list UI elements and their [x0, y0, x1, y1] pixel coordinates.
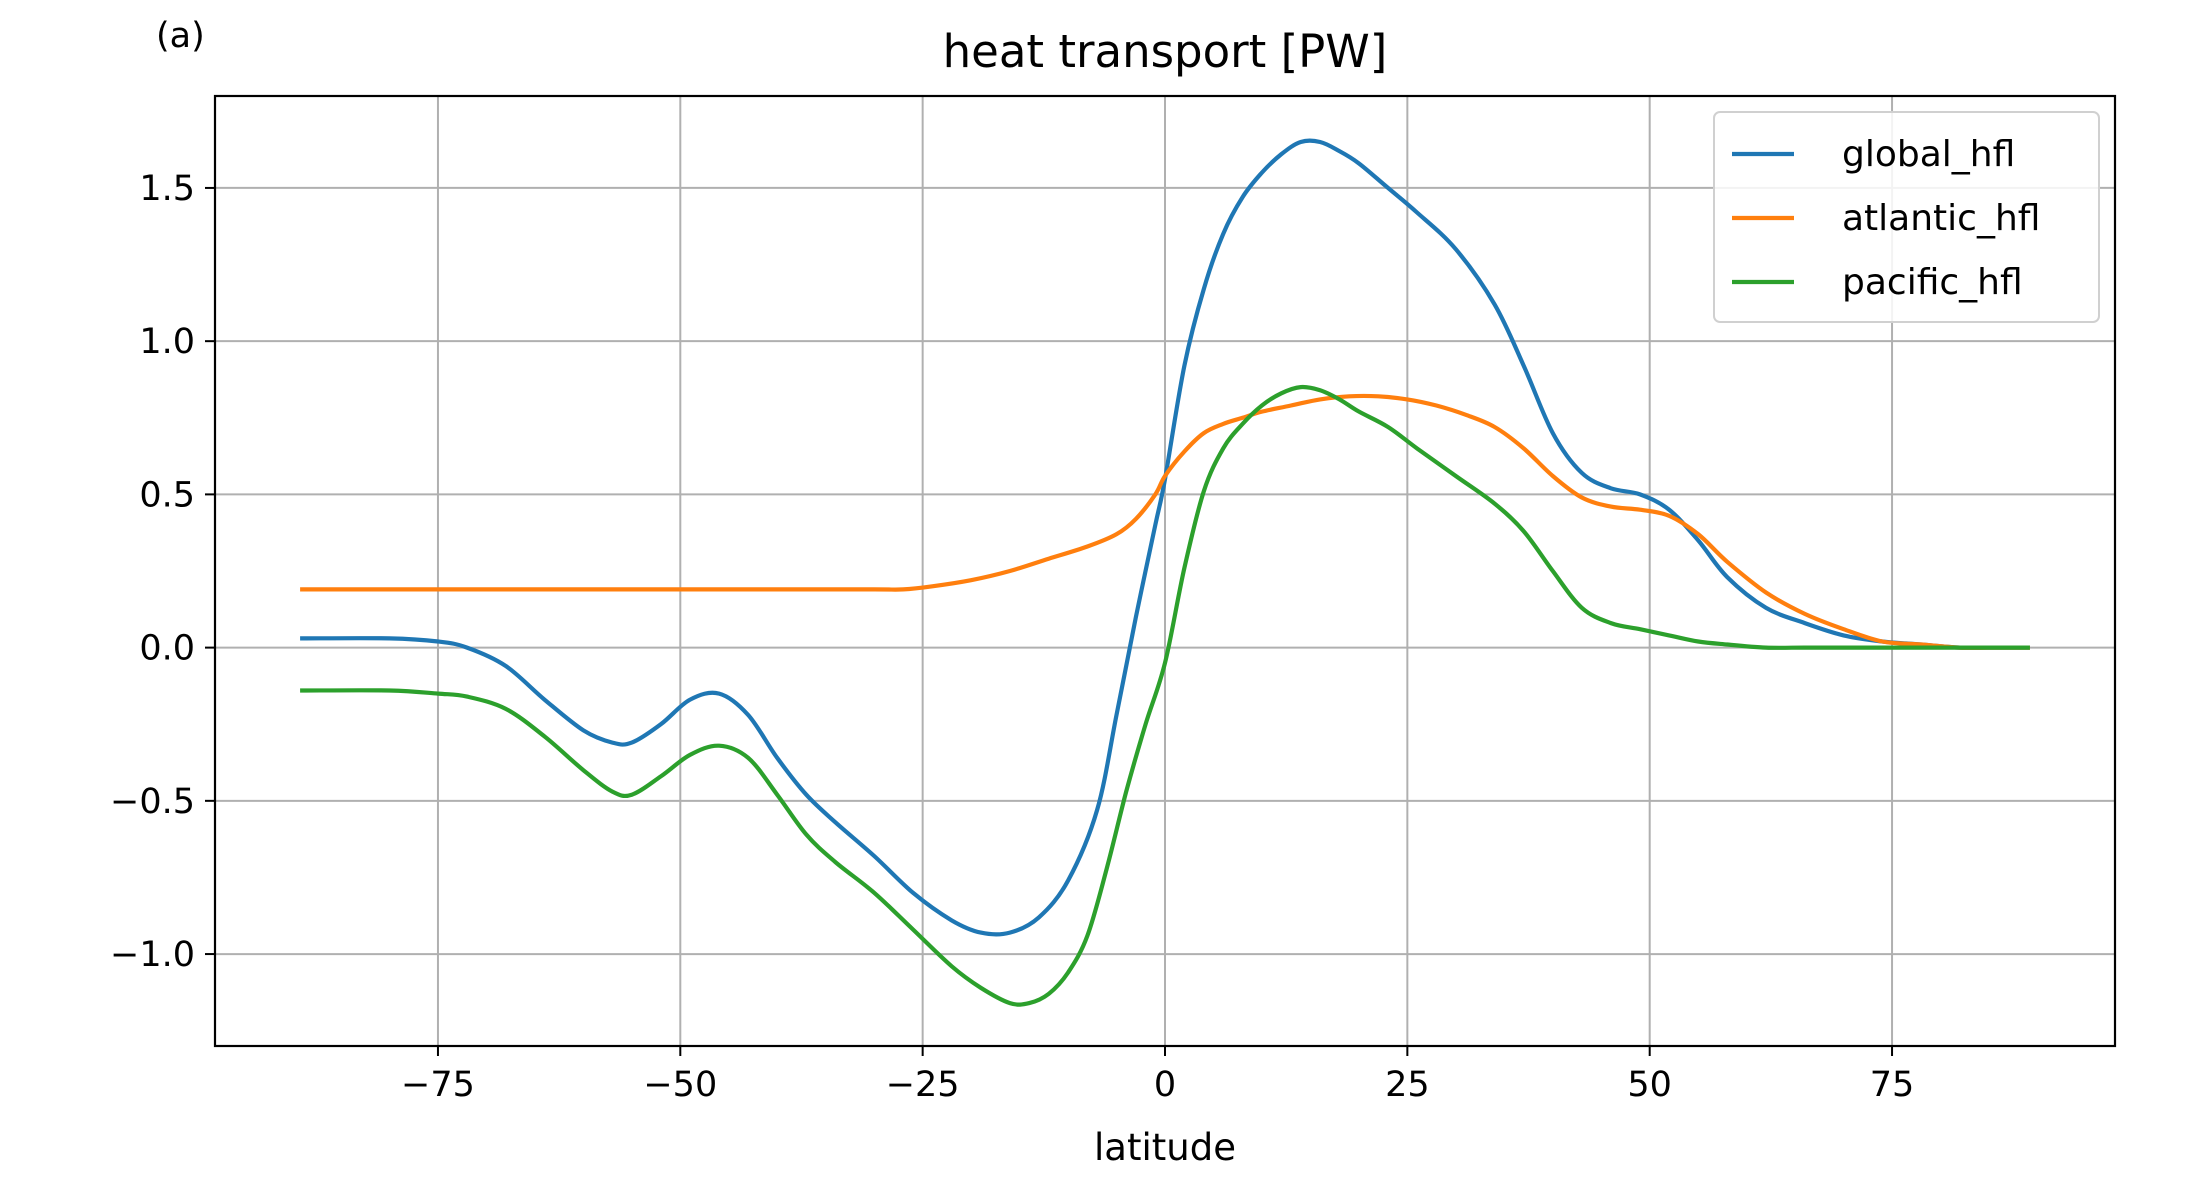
x-tick-label: 25: [1385, 1065, 1430, 1105]
panel-label: (a): [156, 16, 205, 56]
y-tick-label: −0.5: [110, 782, 195, 822]
y-axis: −1.0 −0.5 0.0 0.5 1.0 1.5: [110, 169, 215, 975]
x-tick-label: 50: [1627, 1065, 1672, 1105]
legend: global_hfl atlantic_hfl pacific_hfl: [1713, 111, 2100, 323]
x-tick-label: 75: [1870, 1065, 1915, 1105]
x-tick-label: −75: [401, 1065, 475, 1105]
x-tick-label: −50: [643, 1065, 717, 1105]
x-tick-label: −25: [886, 1065, 960, 1105]
series-line-global-hfl: [300, 138, 2030, 937]
y-tick-label: 1.5: [139, 169, 195, 209]
series-line-pacific-hfl: [300, 384, 2030, 1007]
chart-title: heat transport [PW]: [943, 25, 1388, 78]
legend-label: pacific_hfl: [1842, 262, 2023, 303]
x-tick-label: 0: [1154, 1065, 1176, 1105]
y-tick-label: 1.0: [139, 322, 195, 362]
series-lines: [300, 138, 2030, 1007]
series-line-atlantic-hfl: [300, 393, 2030, 650]
y-tick-label: 0.5: [139, 475, 195, 515]
x-axis-label: latitude: [1094, 1126, 1236, 1169]
y-tick-label: 0.0: [139, 629, 195, 669]
y-tick-label: −1.0: [110, 935, 195, 975]
x-axis: −75 −50 −25 0 25 50 75: [401, 1046, 1914, 1105]
legend-label: atlantic_hfl: [1842, 198, 2040, 239]
legend-label: global_hfl: [1842, 134, 2015, 175]
legend-box: [1713, 111, 2100, 323]
